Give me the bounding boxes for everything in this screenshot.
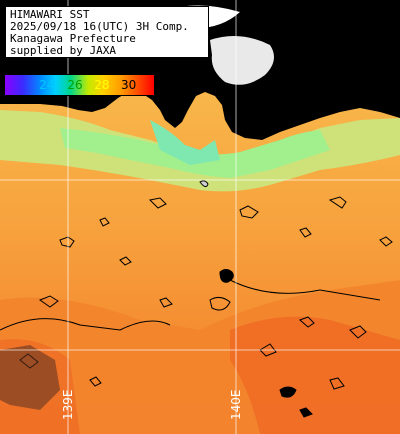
longitude-label-139e: 139E	[61, 390, 75, 421]
cloud	[210, 36, 274, 85]
colorbar-label-26: 26	[67, 78, 83, 92]
colorbar-label-24: 24	[39, 78, 55, 92]
islands	[0, 180, 393, 418]
hot-patch	[230, 316, 400, 434]
colorbar-label-30: 30	[121, 78, 137, 92]
title-line-1: HIMAWARI SST	[10, 8, 90, 21]
bay-teal	[150, 120, 220, 165]
title-line-3: Kanagawa Prefecture	[10, 32, 136, 45]
title-line-4: supplied by JAXA	[10, 44, 116, 57]
info-box: HIMAWARI SST 2025/09/18 16(UTC) 3H Comp.…	[5, 6, 209, 58]
western-cloud-mask	[0, 345, 60, 410]
coastal-cool-band	[0, 110, 400, 192]
sst-colorbar: 24 26 28 30	[4, 74, 155, 96]
coastal-green-band	[60, 128, 330, 178]
title-line-2: 2025/09/18 16(UTC) 3H Comp.	[10, 20, 189, 33]
longitude-label-140e: 140E	[229, 390, 243, 421]
colorbar-label-28: 28	[94, 78, 110, 92]
